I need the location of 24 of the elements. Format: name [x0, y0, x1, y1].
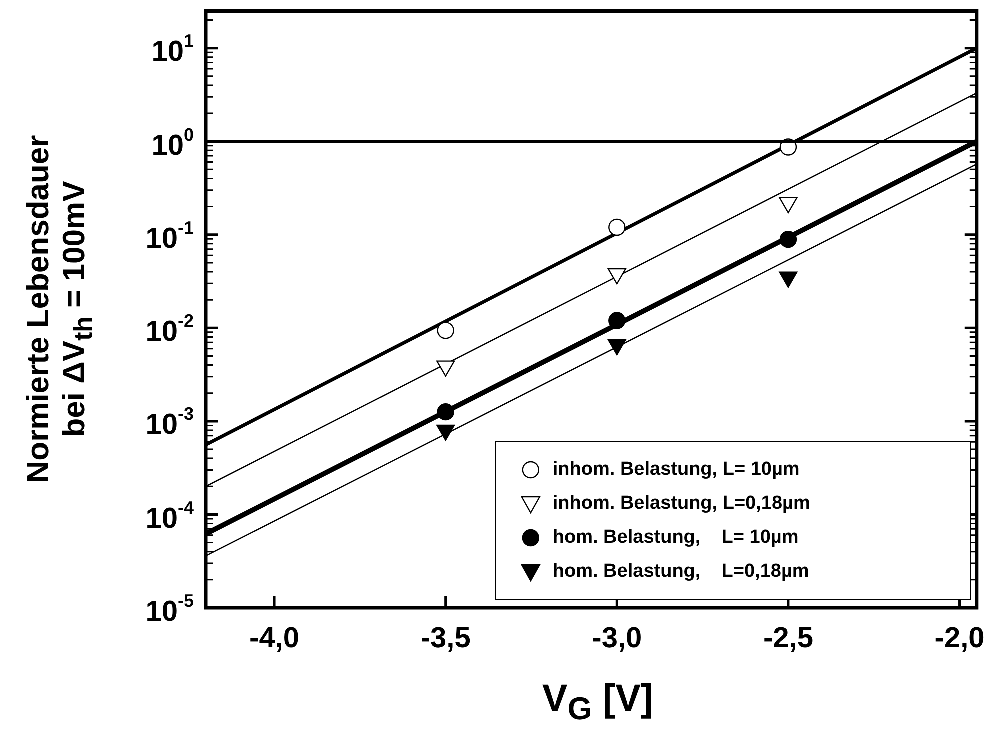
legend-label: hom. Belastung, L=0,18µm	[552, 561, 810, 582]
y-tick-label: 10$^{-1}$	[146, 218, 194, 256]
point	[780, 231, 798, 248]
y-tick-label: 10$^{1}$	[152, 31, 194, 70]
x-tick-label: -3,5	[420, 622, 471, 654]
legend-label: inhom. Belastung, L= 10µm	[552, 459, 800, 480]
legend-label: hom. Belastung, L= 10µm	[552, 527, 799, 548]
y-tick-label: 10$^{-4}$	[146, 498, 194, 536]
point	[608, 268, 626, 285]
point	[436, 424, 456, 442]
x-tick-label: -3,0	[592, 622, 642, 654]
point	[779, 272, 798, 288]
point	[608, 218, 626, 236]
x-tick-label: -2,5	[763, 622, 814, 654]
y-tick-label: 10$^{0}$	[152, 124, 194, 163]
y-tick-label: 10$^{-2}$	[146, 311, 194, 350]
x-axis-title: V$_{G}$ [V]	[541, 678, 655, 728]
point	[608, 339, 626, 356]
x-tick-label: -4,0	[250, 622, 300, 654]
y-tick-label: 10$^{-5}$	[146, 591, 194, 629]
point	[436, 360, 456, 377]
y-tick-label: 10$^{-3}$	[146, 404, 194, 442]
legend-label: inhom. Belastung, L=0,18µm	[552, 493, 810, 514]
x-tick-label: -2,0	[934, 622, 985, 654]
